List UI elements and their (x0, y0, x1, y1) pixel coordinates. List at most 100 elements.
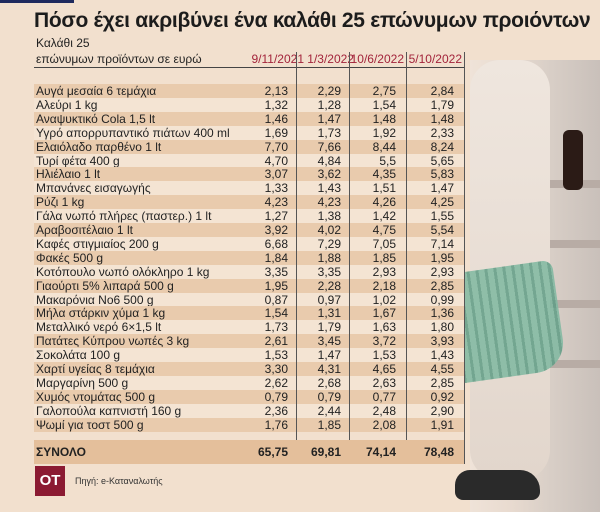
cell-value: 1,38 (317, 209, 341, 224)
table-row: Αυγά μεσαία 6 τεμάχια 2,13 2,29 2,75 2,84 (34, 84, 464, 98)
page-title: Πόσο έχει ακριβύνει ένα καλάθι 25 επώνυμ… (34, 9, 591, 32)
table-row: Καφές στιγμιαίος 200 g 6,68 7,29 7,05 7,14 (34, 236, 464, 251)
row-label: Ηλιέλαιο 1 lt (36, 167, 101, 182)
cell-value: 2,84 (430, 84, 454, 98)
shoe-image (455, 470, 540, 500)
bottle-image (563, 130, 583, 190)
logo-text: ΟΤ (39, 472, 61, 489)
cell-value: 4,75 (372, 223, 396, 237)
table-row: Ηλιέλαιο 1 lt 3,07 3,62 4,35 5,83 (34, 167, 464, 182)
cell-value: 2,93 (372, 264, 396, 279)
cell-value: 1,85 (372, 250, 396, 265)
cell-value: 1,43 (430, 348, 454, 363)
table-row: Γιαούρτι 5% λιπαρά 500 g 1,95 2,28 2,18 2,85 (34, 278, 464, 293)
table-row: Αλεύρι 1 kg 1,32 1,28 1,54 1,79 (34, 97, 464, 112)
cell-value: 2,08 (372, 417, 396, 432)
cell-value: 1,91 (430, 417, 454, 432)
cell-value: 2,29 (317, 84, 341, 98)
cell-value: 1,73 (264, 320, 288, 335)
row-label: Κοτόπουλο νωπό ολόκληρο 1 kg (36, 264, 210, 279)
table-header-line2: επώνυμων προϊόντων σε ευρώ (36, 52, 202, 66)
table-row: Γαλοπούλα καπνιστή 160 g 2,36 2,44 2,48 2,90 (34, 403, 464, 418)
cell-value: 8,24 (430, 139, 454, 154)
cell-value: 6,68 (264, 236, 288, 251)
cell-value: 1,28 (317, 97, 341, 112)
cell-value: 2,90 (430, 403, 454, 418)
cell-value: 2,18 (372, 278, 396, 293)
cell-value: 4,65 (372, 362, 396, 376)
cell-value: 2,85 (430, 278, 454, 293)
ot-logo: ΟΤ (35, 466, 65, 496)
table-row: Μακαρόνια Νο6 500 g 0,87 0,97 1,02 0,99 (34, 292, 464, 307)
cell-value: 5,65 (430, 153, 454, 168)
cell-value: 0,92 (430, 389, 454, 404)
cell-value: 1,51 (372, 181, 396, 196)
cell-value: 1,47 (317, 111, 341, 126)
cell-value: 1,42 (372, 209, 396, 224)
row-label: Τυρί φέτα 400 g (36, 153, 120, 168)
row-label: Χαρτί υγείας 8 τεμάχια (36, 362, 155, 376)
top-accent-bar (0, 0, 74, 3)
row-label: Μπανάνες εισαγωγής (36, 181, 151, 196)
column-header: 9/11/2021 (251, 52, 305, 66)
cell-value: 7,14 (430, 236, 454, 251)
cell-value: 1,48 (372, 111, 396, 126)
cell-value: 2,75 (372, 84, 396, 98)
cell-value: 1,67 (372, 306, 396, 321)
total-value: 65,75 (257, 445, 288, 459)
table-row: Φακές 500 g 1,84 1,88 1,85 1,95 (34, 250, 464, 265)
cell-value: 4,31 (317, 362, 341, 376)
cell-value: 2,85 (430, 375, 454, 390)
cell-value: 5,5 (379, 153, 396, 168)
table-row: Ελαιόλαδο παρθένο 1 lt 7,70 7,66 8,44 8,24 (34, 139, 464, 154)
cell-value: 1,36 (430, 306, 454, 321)
cell-value: 1,54 (372, 97, 396, 112)
cell-value: 1,69 (264, 125, 288, 140)
cell-value: 1,95 (430, 250, 454, 265)
cell-value: 7,66 (317, 139, 341, 154)
table-row: Μεταλλικό νερό 6×1,5 lt 1,73 1,79 1,63 1,80 (34, 320, 464, 335)
row-label: Πατάτες Κύπρου νωπές 3 kg (36, 334, 190, 349)
table-row: Πατάτες Κύπρου νωπές 3 kg 2,61 3,45 3,72 3,9… (34, 334, 464, 349)
table-row: Αναψυκτικό Cola 1,5 lt 1,46 1,47 1,48 1,48 (34, 111, 464, 126)
cell-value: 3,93 (430, 334, 454, 349)
cell-value: 1,53 (372, 348, 396, 363)
cell-value: 1,95 (264, 278, 288, 293)
cell-value: 1,31 (317, 306, 341, 321)
cell-value: 4,23 (264, 195, 288, 210)
row-label: Αραβοσιτέλαιο 1 lt (36, 223, 133, 237)
table-row: Μαργαρίνη 500 g 2,62 2,68 2,63 2,85 (34, 375, 464, 390)
row-label: Μήλα στάρκιν χύμα 1 kg (36, 306, 166, 321)
cell-value: 5,83 (430, 167, 454, 182)
cell-value: 1,02 (372, 292, 396, 307)
column-divider (406, 52, 407, 464)
cell-value: 1,43 (317, 181, 341, 196)
cell-value: 1,33 (264, 181, 288, 196)
cell-value: 0,97 (317, 292, 341, 307)
cell-value: 4,25 (430, 195, 454, 210)
cell-value: 4,23 (317, 195, 341, 210)
cell-value: 3,07 (264, 167, 288, 182)
table-header-line1: Καλάθι 25 (36, 36, 90, 50)
table-row: Χυμός ντομάτας 500 g 0,79 0,79 0,77 0,92 (34, 389, 464, 404)
row-label: Αυγά μεσαία 6 τεμάχια (36, 84, 157, 98)
cell-value: 1,27 (264, 209, 288, 224)
total-label: ΣΥΝΟΛΟ (36, 445, 86, 459)
cell-value: 4,35 (372, 167, 396, 182)
row-label: Καφές στιγμιαίος 200 g (36, 236, 159, 251)
column-header: 5/10/2022 (408, 52, 462, 66)
row-label: Γιαούρτι 5% λιπαρά 500 g (36, 278, 174, 293)
table-row: Κοτόπουλο νωπό ολόκληρο 1 kg 3,35 3,35 2,93… (34, 264, 464, 279)
table-row: Χαρτί υγείας 8 τεμάχια 3,30 4,31 4,65 4,55 (34, 362, 464, 376)
cell-value: 2,44 (317, 403, 341, 418)
source-note: Πηγή: e-Καταναλωτής (75, 476, 163, 486)
cell-value: 8,44 (372, 139, 396, 154)
cell-value: 1,88 (317, 250, 341, 265)
cell-value: 0,99 (430, 292, 454, 307)
table-row: Υγρό απορρυπαντικό πιάτων 400 ml 1,69 1,73… (34, 125, 464, 140)
row-label: Φακές 500 g (36, 250, 104, 265)
cell-value: 4,55 (430, 362, 454, 376)
cell-value: 1,73 (317, 125, 341, 140)
table-row: Ψωμί για τοστ 500 g 1,76 1,85 2,08 1,91 (34, 417, 464, 432)
table-row: Γάλα νωπό πλήρες (παστερ.) 1 lt 1,27 1,38 1… (34, 209, 464, 224)
